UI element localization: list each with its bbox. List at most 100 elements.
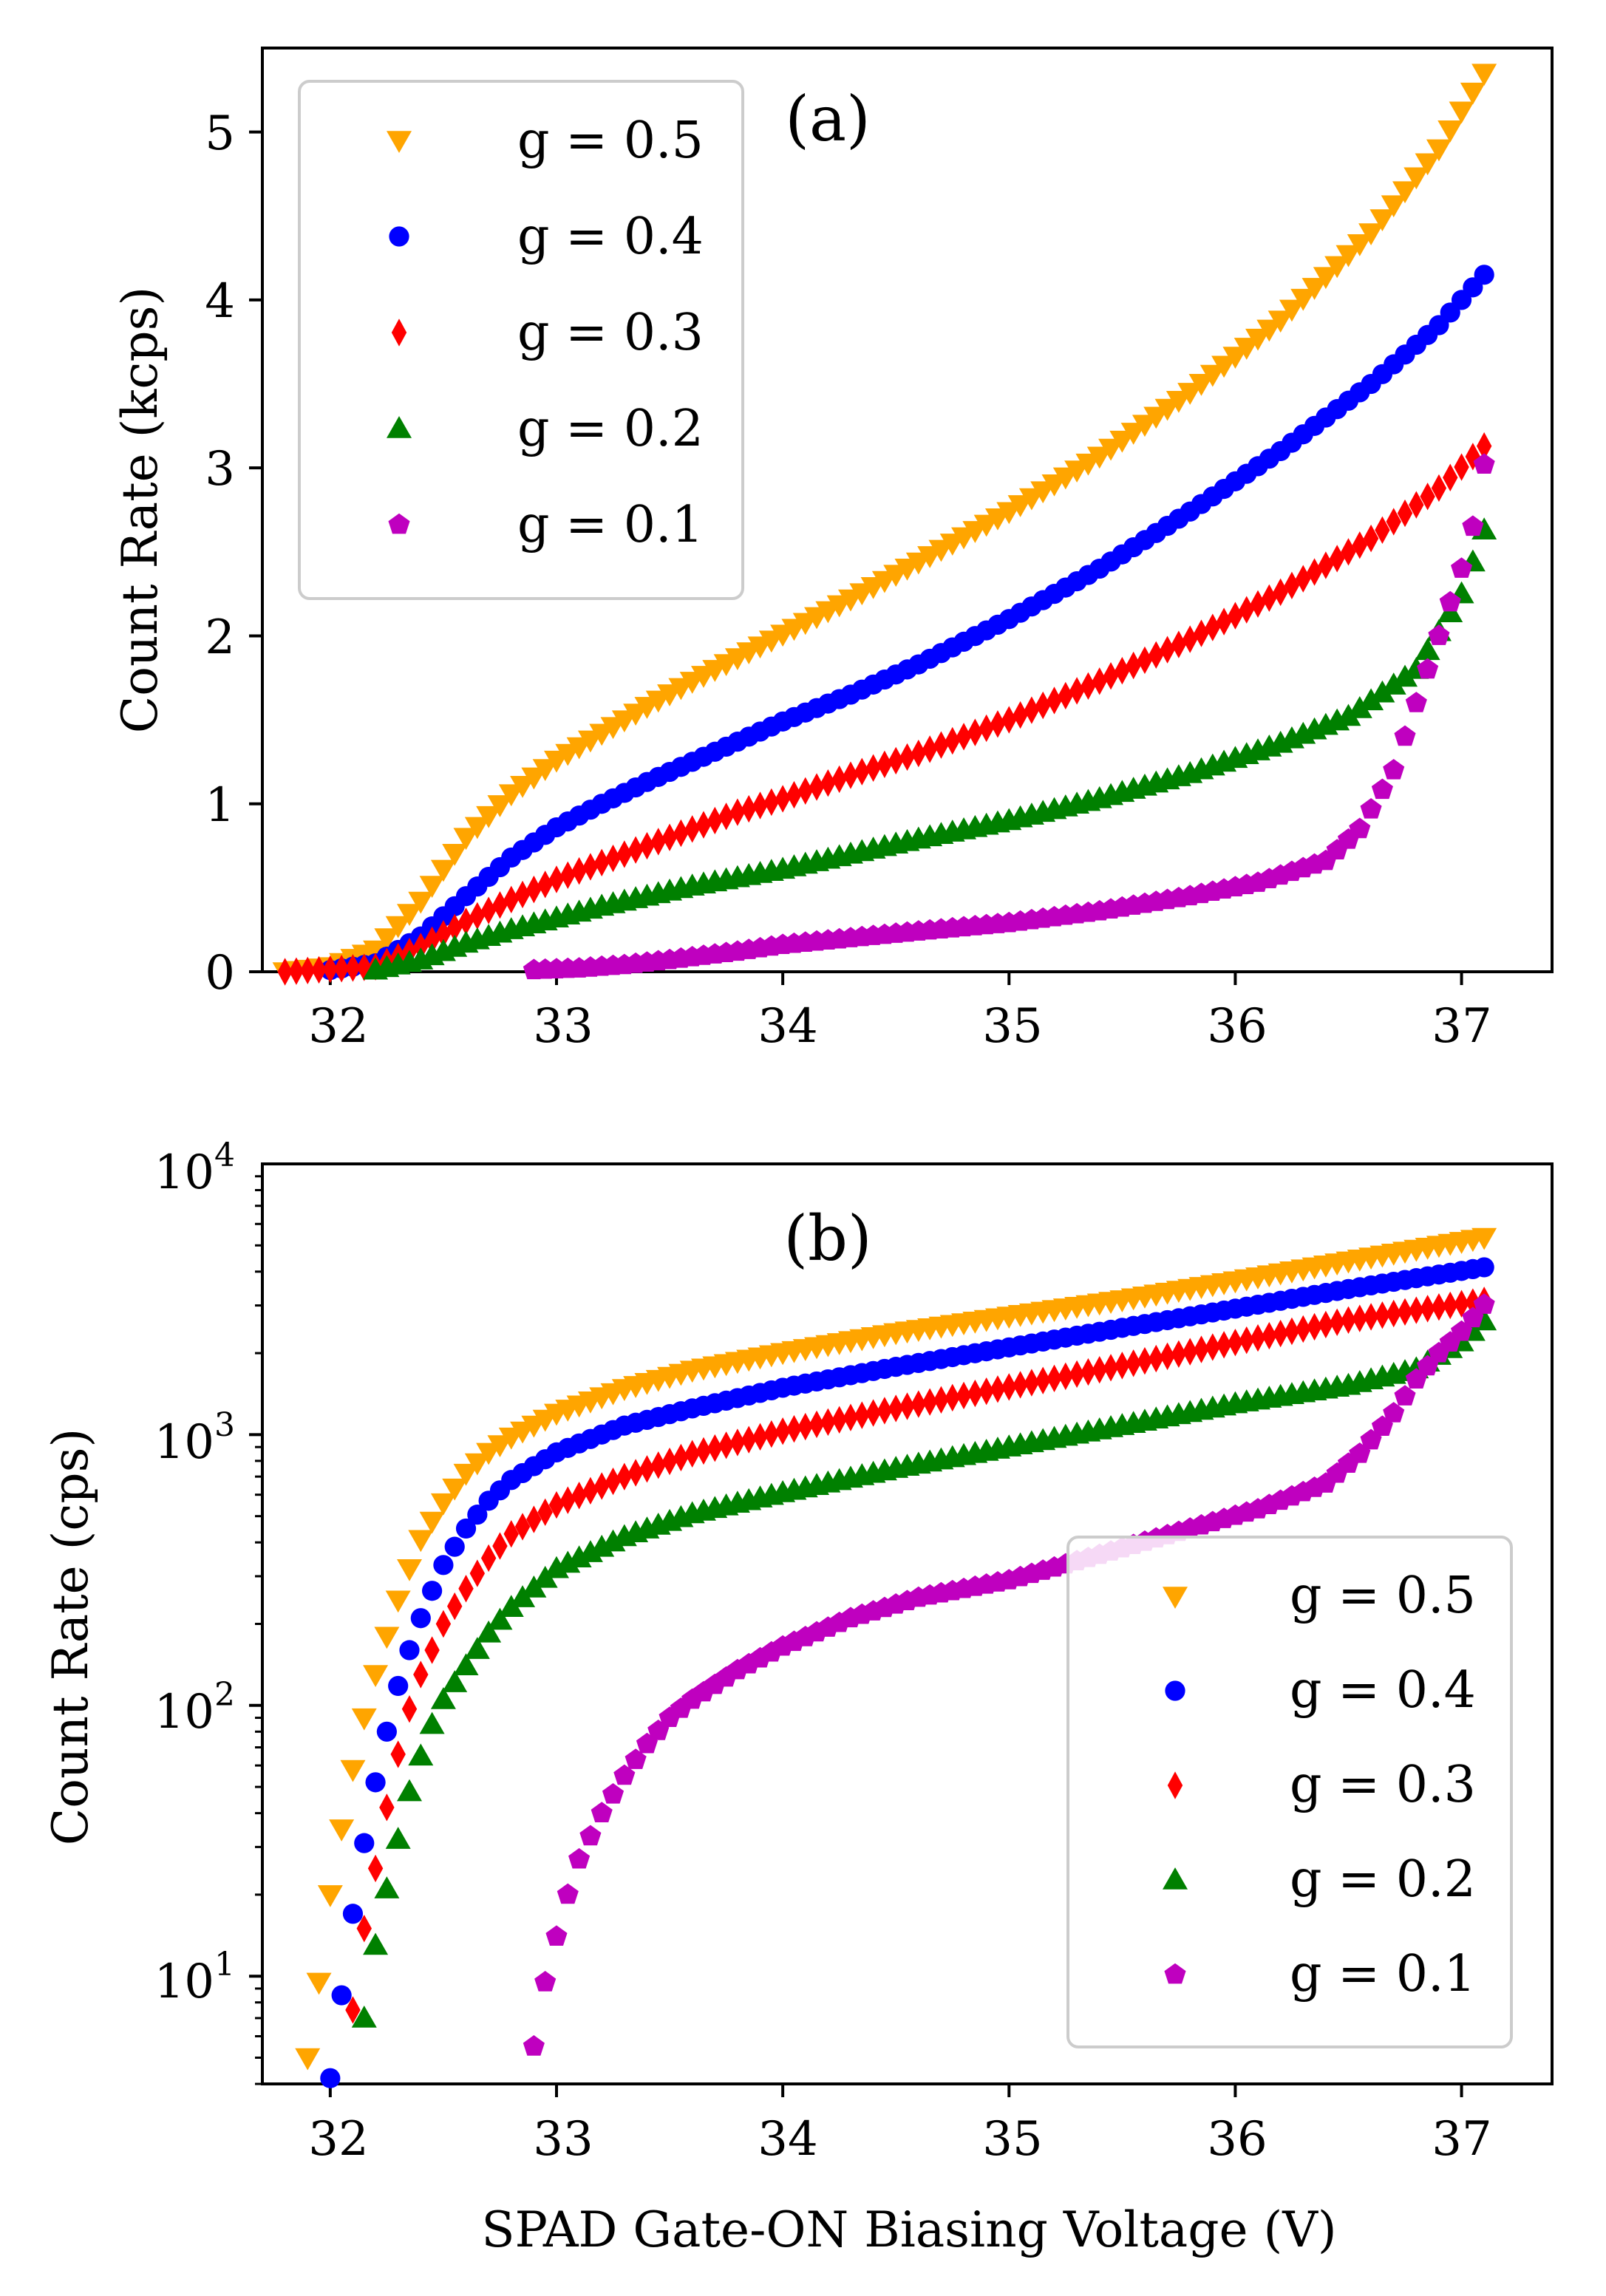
data-point bbox=[1081, 1357, 1096, 1386]
data-point bbox=[865, 1399, 881, 1427]
data-point bbox=[1132, 415, 1157, 437]
data-point bbox=[526, 875, 542, 904]
data-point bbox=[661, 1447, 678, 1476]
data-point bbox=[1284, 1317, 1300, 1346]
data-point bbox=[1256, 319, 1282, 342]
data-point bbox=[1471, 1227, 1497, 1250]
data-point bbox=[1460, 82, 1486, 105]
data-point bbox=[1092, 667, 1107, 695]
data-point bbox=[363, 1665, 389, 1688]
data-point bbox=[333, 955, 350, 983]
data-point bbox=[1431, 1292, 1447, 1321]
data-point bbox=[408, 891, 434, 914]
data-point bbox=[1160, 1342, 1175, 1371]
data-point bbox=[1137, 646, 1153, 675]
data-point bbox=[1296, 565, 1311, 593]
data-point bbox=[1154, 398, 1180, 421]
data-point bbox=[797, 1412, 813, 1441]
data-point bbox=[911, 739, 927, 768]
data-point bbox=[613, 1764, 636, 1785]
legend-markers-a bbox=[387, 131, 412, 534]
data-point bbox=[1086, 446, 1112, 469]
data-point bbox=[514, 880, 531, 909]
series-g-0-1 bbox=[523, 453, 1495, 980]
data-point bbox=[492, 1532, 508, 1560]
data-point bbox=[1381, 195, 1406, 218]
data-point bbox=[277, 958, 293, 986]
data-point bbox=[385, 1590, 411, 1613]
data-point bbox=[526, 1505, 542, 1533]
data-point bbox=[707, 806, 723, 835]
data-point bbox=[673, 1443, 689, 1472]
data-point bbox=[1420, 1295, 1435, 1323]
data-point bbox=[410, 1608, 431, 1629]
data-point bbox=[480, 1544, 497, 1573]
data-point bbox=[1296, 1315, 1311, 1343]
data-point bbox=[967, 718, 983, 746]
data-point bbox=[458, 1575, 474, 1603]
data-point bbox=[1358, 688, 1384, 711]
data-point bbox=[537, 871, 553, 899]
data-point bbox=[548, 1491, 565, 1519]
data-point bbox=[1409, 1296, 1424, 1324]
data-point bbox=[752, 791, 768, 820]
data-point bbox=[1405, 692, 1427, 712]
data-point bbox=[487, 1607, 513, 1630]
data-point bbox=[1216, 607, 1232, 636]
data-point bbox=[763, 1420, 780, 1448]
data-point bbox=[385, 1827, 411, 1849]
data-point bbox=[1403, 167, 1429, 190]
data-point bbox=[650, 828, 666, 856]
data-point bbox=[288, 957, 304, 985]
data-point bbox=[413, 1660, 429, 1689]
data-point bbox=[1352, 1304, 1367, 1332]
data-point bbox=[1307, 558, 1322, 586]
data-point bbox=[695, 1437, 712, 1465]
data-point bbox=[752, 1423, 768, 1451]
series-g-0-4 bbox=[320, 1257, 1494, 2088]
data-point bbox=[1115, 1352, 1130, 1380]
data-points-a bbox=[272, 64, 1497, 986]
data-point bbox=[1182, 1338, 1198, 1366]
data-point bbox=[956, 723, 972, 751]
data-point bbox=[1465, 443, 1481, 471]
data-point bbox=[1035, 1366, 1051, 1394]
data-point bbox=[639, 1455, 655, 1483]
data-point bbox=[340, 1760, 366, 1782]
data-point bbox=[453, 1463, 479, 1486]
data-point bbox=[351, 2005, 377, 2028]
data-point bbox=[582, 853, 599, 881]
data-point bbox=[523, 2035, 545, 2056]
data-point bbox=[1109, 430, 1135, 453]
data-point bbox=[922, 1388, 938, 1416]
data-point bbox=[1228, 602, 1243, 630]
data-point bbox=[888, 746, 904, 775]
data-point bbox=[594, 1472, 610, 1500]
data-point bbox=[1216, 1331, 1232, 1359]
data-point bbox=[616, 1462, 633, 1491]
data-point bbox=[1471, 64, 1497, 86]
series-g-0-3 bbox=[345, 1287, 1492, 2024]
data-point bbox=[1318, 551, 1334, 579]
data-point bbox=[1171, 630, 1187, 658]
x-tick-label: 33 bbox=[533, 999, 593, 1054]
data-point bbox=[1450, 557, 1473, 578]
data-point bbox=[1177, 383, 1203, 405]
data-point bbox=[492, 890, 508, 919]
legend-b: g = 0.5 g = 0.4 g = 0.3 g = 0.2 g = 0.1 bbox=[1066, 1536, 1513, 2048]
data-point bbox=[1474, 1257, 1494, 1278]
data-point bbox=[1279, 299, 1304, 322]
data-point bbox=[388, 1675, 409, 1697]
data-point bbox=[1194, 1335, 1209, 1363]
y-tick-labels-a: 0 1 2 3 4 5 bbox=[205, 106, 235, 1001]
data-point bbox=[1428, 624, 1450, 645]
data-point bbox=[967, 1379, 983, 1408]
data-point bbox=[363, 940, 389, 963]
data-point bbox=[1439, 590, 1461, 612]
data-point bbox=[809, 773, 825, 801]
data-point bbox=[1115, 656, 1130, 685]
legend-label: g = 0.3 bbox=[1290, 1756, 1476, 1814]
data-point bbox=[1250, 1324, 1266, 1352]
data-point bbox=[374, 928, 400, 950]
data-point bbox=[661, 823, 678, 851]
